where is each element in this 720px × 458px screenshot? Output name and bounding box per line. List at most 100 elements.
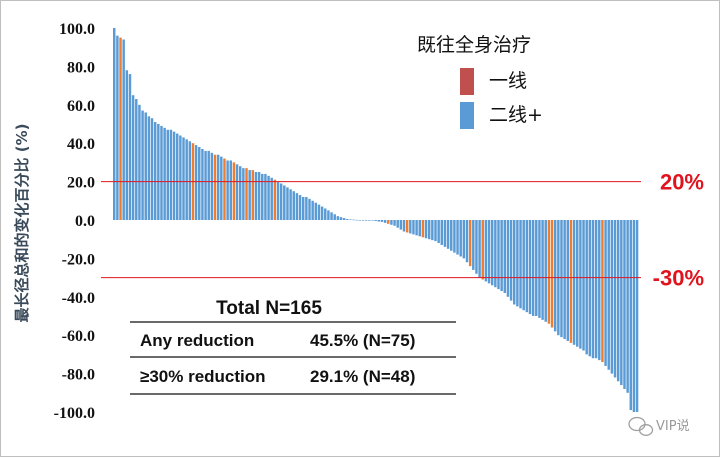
bar xyxy=(238,166,242,220)
bar xyxy=(179,135,182,220)
bar xyxy=(629,220,633,411)
stats-30pct-reduction-label: ≥30% reduction xyxy=(140,367,266,386)
bar xyxy=(198,147,201,220)
bar xyxy=(594,220,598,359)
bar xyxy=(147,116,151,220)
bar xyxy=(500,220,503,292)
bar xyxy=(242,168,245,220)
bar xyxy=(424,220,428,239)
bar xyxy=(226,160,229,220)
bar xyxy=(169,129,173,220)
bar xyxy=(421,220,425,238)
bar xyxy=(166,129,169,220)
bar xyxy=(207,150,210,220)
bar xyxy=(320,206,324,220)
bar xyxy=(616,220,620,382)
bar xyxy=(308,198,311,220)
bar xyxy=(141,110,144,220)
bar xyxy=(216,154,220,220)
bar xyxy=(273,179,277,220)
bar xyxy=(393,220,396,226)
stats-box: Total N=165 Any reduction 45.5% (N=75) ≥… xyxy=(130,298,456,395)
bar xyxy=(431,220,434,241)
bar xyxy=(572,220,576,345)
y-tick-label: -40.0 xyxy=(62,290,95,307)
stats-30pct-reduction-value: 29.1% (N=48) xyxy=(310,367,415,386)
bar xyxy=(472,220,475,270)
bar xyxy=(418,220,421,237)
bar xyxy=(588,220,592,357)
bar xyxy=(620,220,623,386)
bar xyxy=(409,220,412,234)
bar xyxy=(327,210,330,220)
bar xyxy=(298,195,302,220)
legend-label-second-line-plus: 二线+ xyxy=(489,104,543,126)
bar xyxy=(399,220,403,230)
stats-title: Total N=165 xyxy=(216,298,322,319)
bar xyxy=(434,220,437,242)
bar xyxy=(607,220,610,370)
bar xyxy=(257,172,261,220)
bar xyxy=(541,220,544,320)
bar xyxy=(204,150,207,220)
bar xyxy=(254,172,258,220)
bar xyxy=(361,220,365,221)
bar xyxy=(516,220,519,307)
watermark-text: VIP说 xyxy=(656,419,690,434)
bar xyxy=(172,131,176,220)
bar xyxy=(635,220,639,412)
bar xyxy=(125,70,129,221)
bar xyxy=(339,217,343,220)
bar xyxy=(276,181,280,220)
y-axis-title: 最长径总和的变化百分比 (%) xyxy=(13,124,31,323)
bar xyxy=(194,145,198,220)
bar xyxy=(270,177,273,220)
bar xyxy=(157,124,160,220)
bar xyxy=(185,139,188,220)
bar xyxy=(503,220,507,293)
bar xyxy=(251,170,255,220)
y-tick-label: 20.0 xyxy=(67,175,95,192)
bar xyxy=(374,220,377,221)
bar xyxy=(138,104,141,220)
y-tick-label: 100.0 xyxy=(59,21,95,38)
bar xyxy=(490,220,494,286)
bar xyxy=(538,220,541,318)
bar xyxy=(201,148,204,220)
y-tick-label: 0.0 xyxy=(75,213,95,230)
bar xyxy=(248,170,251,220)
reference-line-label: -30% xyxy=(653,266,704,291)
bar xyxy=(525,220,529,313)
bar xyxy=(160,125,163,220)
bar xyxy=(462,220,466,259)
watermark: VIP说 xyxy=(628,416,690,436)
bar xyxy=(405,220,409,233)
bar xyxy=(519,220,522,309)
bar xyxy=(349,219,352,221)
bar xyxy=(528,220,532,315)
bar xyxy=(346,219,349,220)
legend-swatch-second-line-plus xyxy=(460,102,474,129)
bar xyxy=(484,220,488,282)
bar xyxy=(468,220,472,267)
bar xyxy=(566,220,570,341)
bar xyxy=(229,160,232,220)
bar xyxy=(494,220,497,288)
bar xyxy=(443,220,447,247)
wechat-logo-icon xyxy=(628,416,654,436)
bars-group xyxy=(113,28,639,412)
bar xyxy=(632,220,636,412)
bar xyxy=(582,220,585,351)
bar xyxy=(513,220,516,305)
bar xyxy=(232,162,236,220)
bar xyxy=(235,164,239,220)
bar xyxy=(415,220,418,236)
bar xyxy=(446,220,450,249)
bar xyxy=(531,220,535,316)
bar xyxy=(604,220,607,366)
bar xyxy=(437,220,440,244)
bar xyxy=(333,214,336,220)
bar xyxy=(305,196,308,220)
bar xyxy=(213,154,217,220)
